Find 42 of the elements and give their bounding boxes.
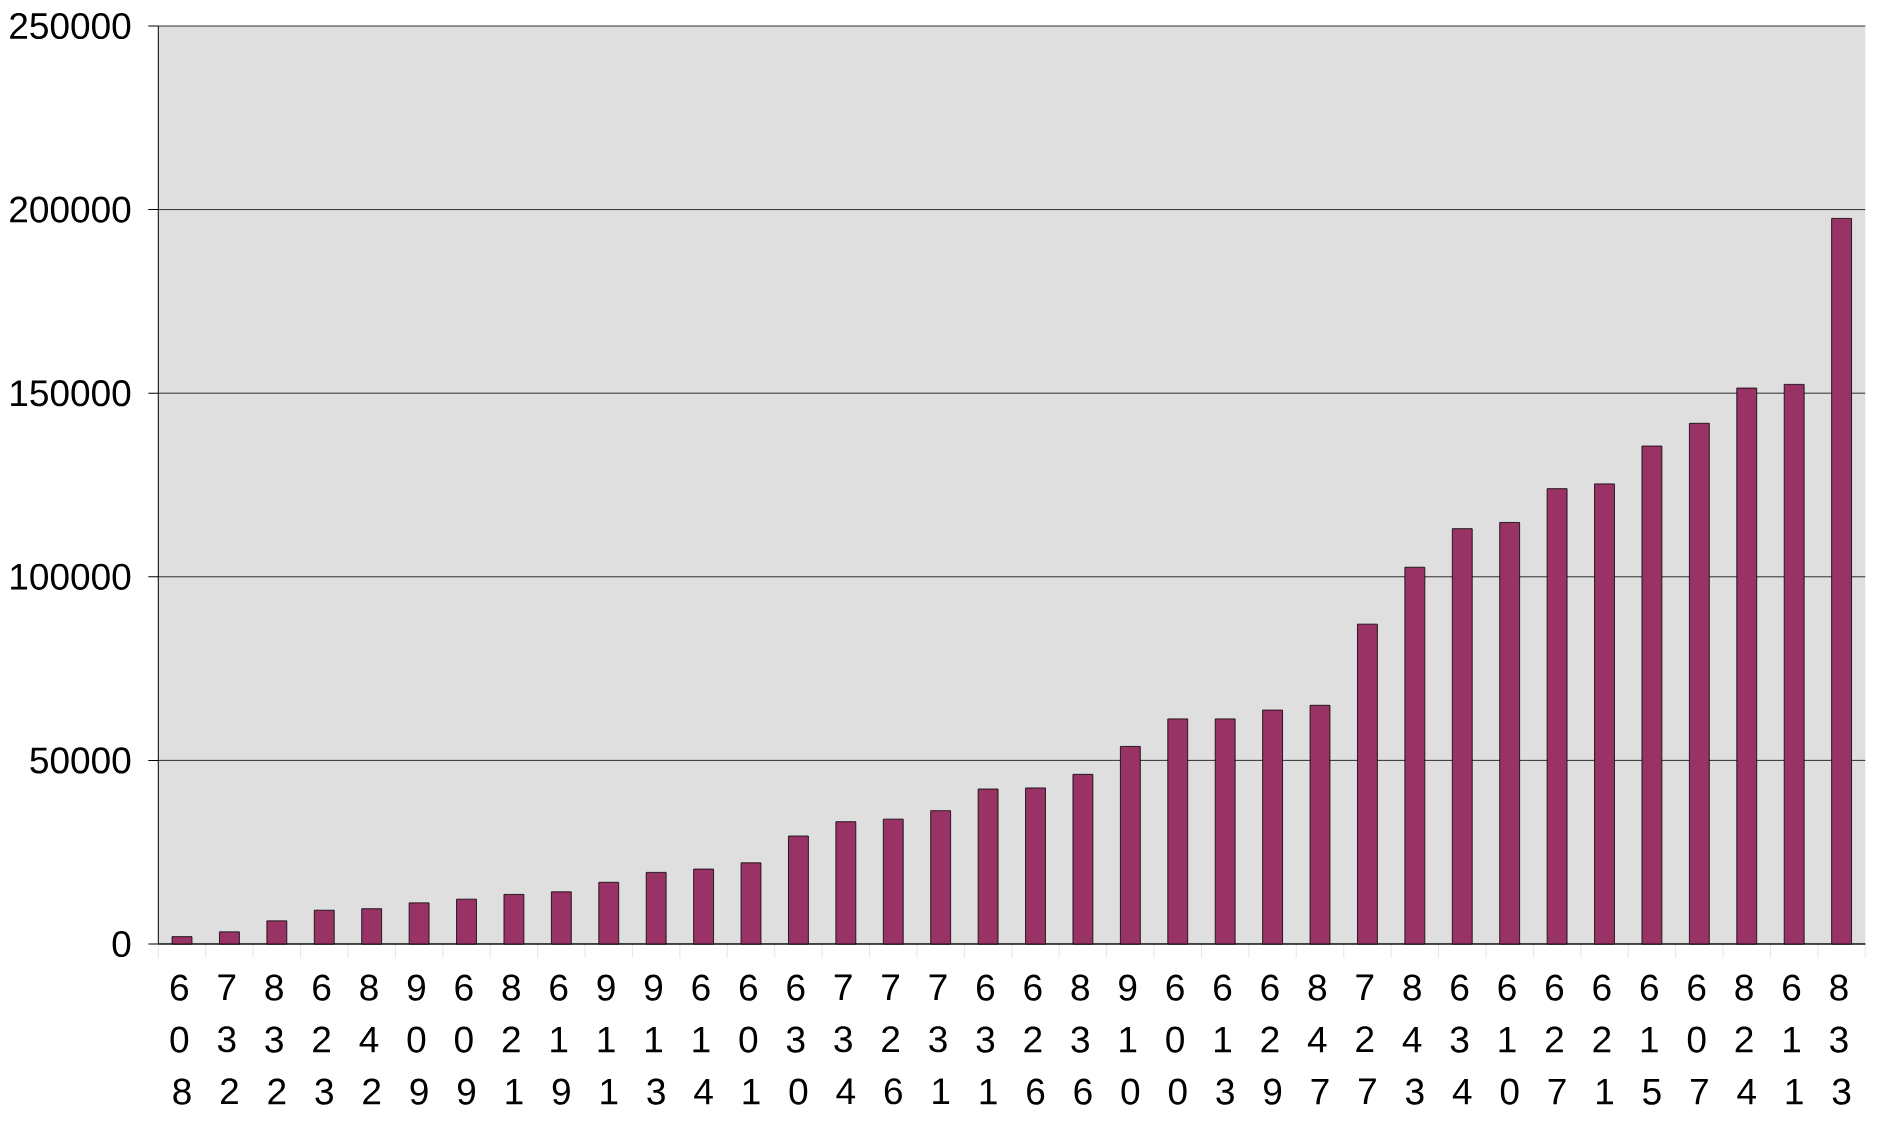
x-tick-label: 621 [1593,974,1613,1105]
x-tick-label: 726 [882,974,902,1105]
x-tick-label: 909 [407,974,428,1105]
x-tick-label: 843 [1402,974,1424,1105]
x-tick-label: 824 [1735,974,1756,1105]
x-tick-label: 913 [644,974,665,1105]
x-tick-label: 821 [502,974,523,1105]
x-tick-label: 631 [976,974,997,1105]
x-tick-label: 842 [359,974,381,1105]
y-tick-label: 50000 [30,747,131,774]
x-tick-label: 626 [1024,974,1045,1105]
x-tick-label: 727 [1356,974,1376,1104]
x-tick-label: 614 [692,974,713,1105]
x-tick-label: 732 [217,974,238,1104]
x-tick-label: 627 [1546,974,1566,1105]
x-tick-label: 833 [1830,974,1851,1105]
x-tick-label: 619 [550,974,570,1105]
x-tick-label: 629 [1261,974,1282,1105]
x-tick-label: 610 [1498,974,1519,1105]
x-tick-label: 910 [1119,974,1140,1105]
x-tick-label: 615 [1640,974,1661,1105]
x-tick-label: 611 [1783,974,1803,1105]
x-tick-label: 731 [929,974,950,1104]
x-tick-label: 734 [834,974,856,1104]
x-tick-label: 607 [1687,974,1708,1105]
x-tick-label: 634 [1450,974,1472,1105]
y-tick-label: 250000 [10,12,131,40]
x-tick-label: 911 [597,974,618,1105]
x-tick-label: 600 [1166,974,1187,1105]
x-tick-label: 601 [739,974,760,1105]
x-tick-label: 609 [455,974,476,1105]
x-tick-label: 832 [265,974,286,1105]
x-tick-label: 613 [1214,974,1234,1105]
x-tick-label: 608 [170,974,191,1105]
x-tick-label: 836 [1071,974,1092,1105]
x-tick-label: 623 [313,974,333,1105]
x-tick-label: 847 [1307,974,1329,1105]
y-tick-label: 0 [112,930,131,958]
y-tick-label: 100000 [11,563,131,590]
y-tick-label: 150000 [11,380,131,407]
x-tick-label: 630 [786,974,808,1105]
y-tick-label: 200000 [10,196,131,223]
